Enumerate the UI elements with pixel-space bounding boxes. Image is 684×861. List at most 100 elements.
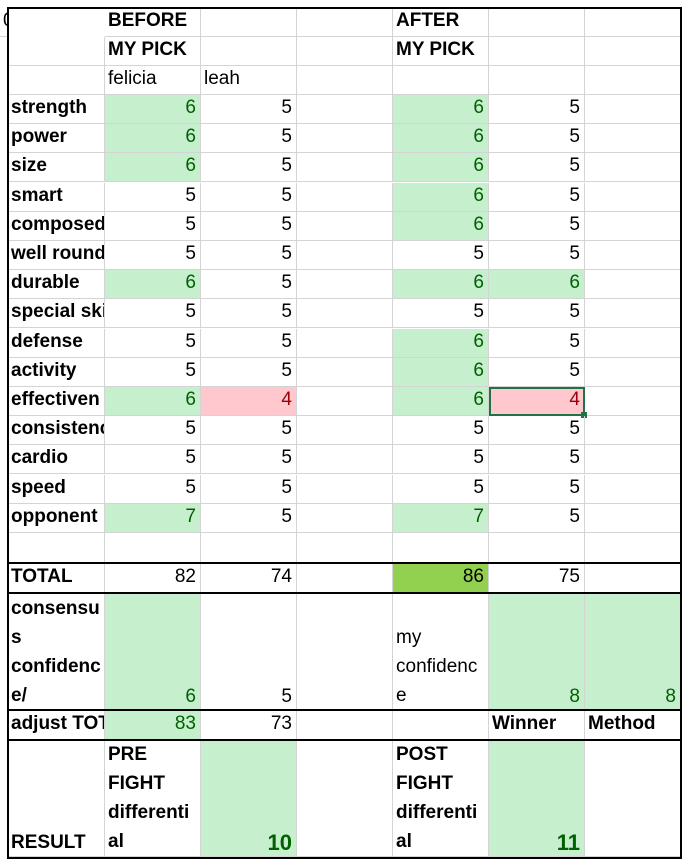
empty[interactable] (297, 182, 393, 212)
empty[interactable] (201, 533, 297, 563)
empty[interactable] (297, 299, 393, 329)
attribute-label[interactable]: power (8, 124, 105, 154)
before-fighter2-score[interactable]: 4 (201, 387, 297, 416)
empty[interactable] (8, 66, 105, 95)
post-fight-differential-label[interactable]: POST FIGHT differenti al (393, 740, 489, 857)
before-fighter2-score[interactable]: 5 (201, 503, 297, 533)
after-fighter2-score[interactable]: 5 (489, 474, 585, 504)
empty[interactable] (585, 153, 681, 183)
after-fighter1-score[interactable]: 7 (393, 503, 489, 533)
empty[interactable] (585, 503, 681, 533)
after-fighter2-score[interactable]: 5 (489, 299, 585, 329)
after-fighter2-score[interactable]: 5 (489, 153, 585, 183)
total-before-fighter1[interactable]: 82 (105, 564, 201, 593)
attribute-label[interactable]: effectiven (8, 387, 105, 416)
attribute-label[interactable]: smart (8, 182, 105, 212)
my-confidence-label[interactable]: my confidenc e (393, 594, 489, 711)
method-header[interactable]: Method (585, 711, 681, 740)
empty[interactable] (585, 241, 681, 270)
adjust-before-fighter1[interactable]: 83 (105, 711, 201, 740)
after-fighter1-score[interactable]: 6 (393, 270, 489, 300)
empty[interactable] (489, 37, 585, 66)
result-label[interactable]: RESULT (8, 740, 105, 857)
empty[interactable] (297, 95, 393, 124)
after-fighter1-score[interactable]: 6 (393, 182, 489, 212)
empty[interactable] (201, 8, 297, 37)
empty[interactable] (297, 533, 393, 563)
empty[interactable] (297, 328, 393, 358)
before-fighter1-score[interactable]: 5 (105, 328, 201, 358)
empty[interactable] (585, 328, 681, 358)
before-fighter1-score[interactable]: 7 (105, 503, 201, 533)
after-fighter2-score[interactable]: 6 (489, 270, 585, 300)
before-fighter1-score[interactable]: 6 (105, 387, 201, 416)
empty[interactable] (585, 445, 681, 475)
empty[interactable] (489, 533, 585, 563)
before-fighter1-score[interactable]: 6 (105, 124, 201, 154)
empty[interactable] (585, 564, 681, 593)
empty[interactable] (297, 66, 393, 95)
total-after-fighter1[interactable]: 86 (393, 564, 489, 593)
before-fighter2-score[interactable]: 5 (201, 241, 297, 270)
before-fighter2-score[interactable]: 5 (201, 445, 297, 475)
after-fighter1-score[interactable]: 5 (393, 241, 489, 270)
after-fighter1-score[interactable]: 6 (393, 387, 489, 416)
total-after-fighter2[interactable]: 75 (489, 564, 585, 593)
empty[interactable] (585, 474, 681, 504)
empty[interactable] (585, 533, 681, 563)
empty[interactable] (393, 533, 489, 563)
before-fighter1-score[interactable]: 5 (105, 416, 201, 446)
attribute-label[interactable]: durable (8, 270, 105, 300)
total-before-fighter2[interactable]: 74 (201, 564, 297, 593)
adjust-total-label[interactable]: adjust TOT (8, 711, 105, 740)
empty[interactable] (585, 270, 681, 300)
empty[interactable] (585, 357, 681, 387)
before-fighter2-score[interactable]: 5 (201, 95, 297, 124)
empty[interactable] (585, 182, 681, 212)
confidence-before-fighter2[interactable]: 5 (201, 594, 297, 711)
after-fighter2-score[interactable]: 5 (489, 416, 585, 446)
before-fighter2-score[interactable]: 5 (201, 474, 297, 504)
total-label[interactable]: TOTAL (8, 564, 105, 593)
after-fighter1-score[interactable]: 6 (393, 95, 489, 124)
empty[interactable] (297, 357, 393, 387)
my-confidence-value-1[interactable]: 8 (489, 594, 585, 711)
empty[interactable] (297, 37, 393, 66)
after-fighter2-score[interactable]: 5 (489, 124, 585, 154)
empty[interactable] (393, 66, 489, 95)
before-fighter1-score[interactable]: 5 (105, 474, 201, 504)
before-fighter1-score[interactable]: 5 (105, 445, 201, 475)
empty[interactable] (585, 66, 681, 95)
empty[interactable] (489, 8, 585, 37)
before-fighter1-score[interactable]: 5 (105, 241, 201, 270)
empty[interactable] (393, 711, 489, 740)
before-fighter2-score[interactable]: 5 (201, 182, 297, 212)
attribute-label[interactable]: strength (8, 95, 105, 124)
after-fighter1-score[interactable]: 5 (393, 445, 489, 475)
empty[interactable] (297, 594, 393, 711)
empty[interactable] (297, 711, 393, 740)
after-fighter1-score[interactable]: 6 (393, 124, 489, 154)
fill-handle[interactable] (581, 412, 587, 418)
empty[interactable] (297, 241, 393, 270)
empty[interactable] (297, 564, 393, 593)
attribute-label[interactable]: defense (8, 328, 105, 358)
before-fighter1-score[interactable]: 5 (105, 357, 201, 387)
before-fighter2-score[interactable]: 5 (201, 299, 297, 329)
attribute-label[interactable]: speed (8, 474, 105, 504)
empty[interactable] (585, 299, 681, 329)
fighter1-name[interactable]: felicia (105, 66, 201, 95)
attribute-label[interactable]: consistenc (8, 416, 105, 446)
before-fighter1-score[interactable]: 5 (105, 182, 201, 212)
consensus-confidence-label[interactable]: consensu s confidenc e/ (8, 594, 105, 711)
after-fighter1-score[interactable]: 6 (393, 211, 489, 241)
empty[interactable] (297, 211, 393, 241)
before-fighter1-score[interactable]: 6 (105, 153, 201, 183)
empty[interactable] (585, 37, 681, 66)
before-fighter1-score[interactable]: 5 (105, 211, 201, 241)
pre-fight-differential-value[interactable]: 10 (201, 740, 297, 857)
empty[interactable] (297, 445, 393, 475)
before-fighter2-score[interactable]: 5 (201, 153, 297, 183)
empty[interactable] (489, 66, 585, 95)
empty[interactable] (297, 740, 393, 857)
